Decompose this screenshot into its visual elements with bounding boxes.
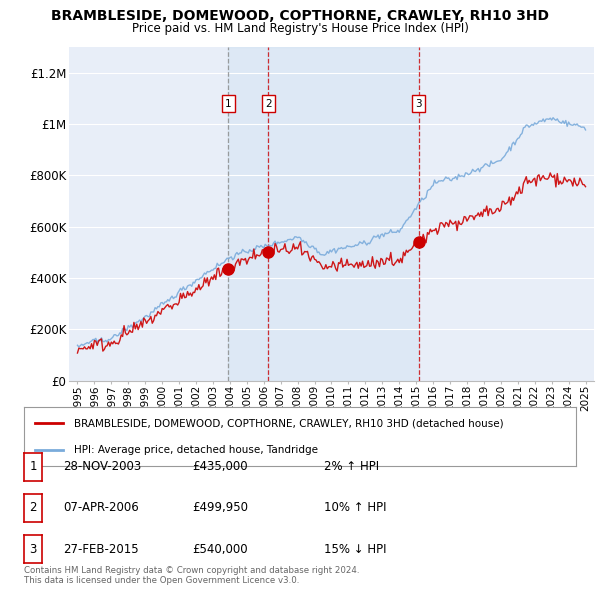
Bar [268, 47, 419, 381]
Text: 28-NOV-2003: 28-NOV-2003 [63, 460, 141, 473]
Text: BRAMBLESIDE, DOMEWOOD, COPTHORNE, CRAWLEY, RH10 3HD (detached house): BRAMBLESIDE, DOMEWOOD, COPTHORNE, CRAWLE… [74, 418, 503, 428]
Text: 3: 3 [29, 543, 37, 556]
Bar [228, 47, 268, 381]
Text: 1: 1 [225, 99, 232, 109]
Text: 3: 3 [416, 99, 422, 109]
Text: 2% ↑ HPI: 2% ↑ HPI [324, 460, 379, 473]
Text: 2: 2 [265, 99, 272, 109]
Text: BRAMBLESIDE, DOMEWOOD, COPTHORNE, CRAWLEY, RH10 3HD: BRAMBLESIDE, DOMEWOOD, COPTHORNE, CRAWLE… [51, 9, 549, 23]
Text: 1: 1 [29, 460, 37, 473]
Text: £540,000: £540,000 [192, 543, 248, 556]
Text: £499,950: £499,950 [192, 502, 248, 514]
Text: 15% ↓ HPI: 15% ↓ HPI [324, 543, 386, 556]
Text: 27-FEB-2015: 27-FEB-2015 [63, 543, 139, 556]
Text: HPI: Average price, detached house, Tandridge: HPI: Average price, detached house, Tand… [74, 445, 317, 455]
Text: 2: 2 [29, 502, 37, 514]
Text: Price paid vs. HM Land Registry's House Price Index (HPI): Price paid vs. HM Land Registry's House … [131, 22, 469, 35]
Text: £435,000: £435,000 [192, 460, 248, 473]
Text: 10% ↑ HPI: 10% ↑ HPI [324, 502, 386, 514]
Text: 07-APR-2006: 07-APR-2006 [63, 502, 139, 514]
Text: Contains HM Land Registry data © Crown copyright and database right 2024.
This d: Contains HM Land Registry data © Crown c… [24, 566, 359, 585]
